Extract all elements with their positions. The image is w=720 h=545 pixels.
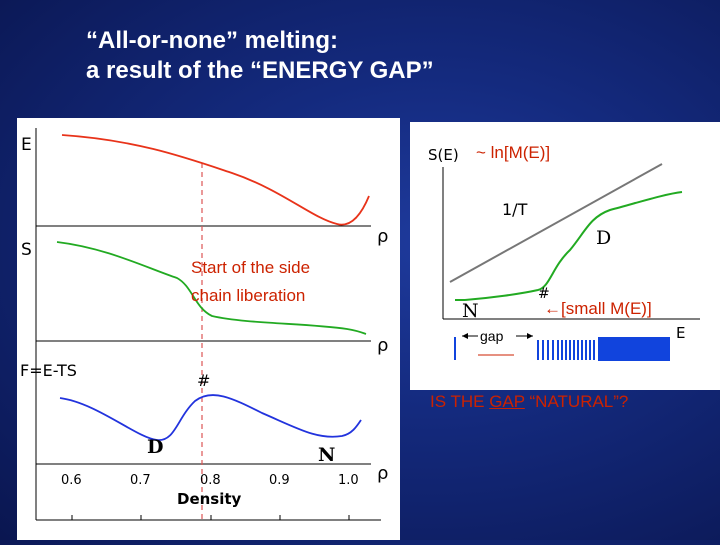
se-denatured-label: D xyxy=(596,227,611,249)
energy-label: E xyxy=(21,135,32,155)
free-energy-rho-label: ρ xyxy=(377,463,388,484)
slide-title: “All-or-none” melting: a result of the “… xyxy=(86,26,434,86)
density-tick-marks xyxy=(71,515,350,520)
question-suffix: “NATURAL”? xyxy=(524,392,629,411)
energy-curve xyxy=(61,134,370,226)
energy-rho-label: ρ xyxy=(377,226,388,247)
energy-spectrum-bars xyxy=(537,340,595,360)
gap-question: IS THE GAP “NATURAL”? xyxy=(430,392,628,412)
side-chain-annotation-line-2: chain liberation xyxy=(191,286,305,305)
entropy-vs-energy-figure: S(E) ~ ln[M(E)] 1/T D N # ←[small M(E)] … xyxy=(428,143,700,361)
density-tick-label-1.0: 1.0 xyxy=(338,473,359,488)
density-axis-label: Density xyxy=(177,490,242,508)
dense-spectrum-block xyxy=(598,337,670,361)
gap-label: gap xyxy=(480,328,504,344)
ln-m-e-label: ~ ln[M(E)] xyxy=(476,143,550,162)
free-energy-curve xyxy=(59,394,362,441)
native-state-label: N xyxy=(318,444,335,466)
entropy-rho-label: ρ xyxy=(377,335,388,356)
free-energy-label: F=E-TS xyxy=(20,361,77,380)
energy-entropy-free-energy-figure: E S F=E-TS ρ ρ ρ Start of the side chain… xyxy=(20,128,388,521)
title-line-2: a result of the “ENERGY GAP” xyxy=(86,57,434,84)
question-gap-word: GAP xyxy=(489,392,525,411)
title-line-1: “All-or-none” melting: xyxy=(86,27,338,54)
gap-arrow-right-head xyxy=(527,333,533,339)
gap-arrow-left-head xyxy=(462,333,468,339)
transition-hash-mark: # xyxy=(197,371,210,390)
question-prefix: IS THE xyxy=(430,392,490,411)
entropy-curve xyxy=(56,241,367,335)
se-hash-mark: # xyxy=(538,286,550,302)
se-axis-label: S(E) xyxy=(428,146,459,164)
density-tick-label-0.9: 0.9 xyxy=(269,473,290,488)
density-tick-label-0.7: 0.7 xyxy=(130,473,151,488)
denatured-state-label: D xyxy=(147,436,163,458)
left-figure-panel: E S F=E-TS ρ ρ ρ Start of the side chain… xyxy=(17,118,400,540)
one-over-t-label: 1/T xyxy=(502,200,528,219)
entropy-label: S xyxy=(21,240,32,260)
se-energy-label: E xyxy=(676,324,685,342)
se-curve xyxy=(464,191,683,301)
density-tick-label-0.8: 0.8 xyxy=(200,473,221,488)
density-tick-label-0.6: 0.6 xyxy=(61,473,82,488)
se-native-label: N xyxy=(462,300,479,322)
right-figure-panel: S(E) ~ ln[M(E)] 1/T D N # ←[small M(E)] … xyxy=(410,122,720,390)
one-over-t-tangent-line xyxy=(449,163,663,283)
side-chain-annotation-line-1: Start of the side xyxy=(191,258,310,277)
small-m-e-label: ←[small M(E)] xyxy=(544,299,652,318)
